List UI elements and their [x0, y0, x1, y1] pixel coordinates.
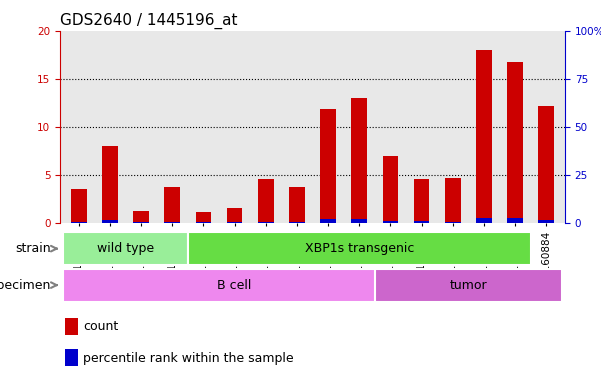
Bar: [65, 349, 78, 366]
Bar: [414, 221, 429, 223]
Bar: [102, 146, 118, 223]
Bar: [102, 220, 118, 223]
Bar: [445, 222, 460, 223]
Bar: [258, 179, 273, 223]
FancyBboxPatch shape: [188, 232, 531, 265]
Text: tumor: tumor: [450, 279, 487, 291]
Bar: [476, 50, 492, 223]
Text: specimen: specimen: [0, 279, 50, 291]
Text: count: count: [83, 320, 118, 333]
Text: XBP1s transgenic: XBP1s transgenic: [305, 242, 414, 255]
FancyBboxPatch shape: [375, 269, 562, 301]
Text: B cell: B cell: [218, 279, 252, 291]
Bar: [258, 222, 273, 223]
Text: strain: strain: [15, 242, 50, 255]
Bar: [196, 222, 211, 223]
Bar: [320, 109, 336, 223]
Bar: [65, 318, 78, 335]
Bar: [165, 222, 180, 223]
Bar: [71, 222, 87, 223]
Bar: [227, 208, 242, 223]
Text: GDS2640 / 1445196_at: GDS2640 / 1445196_at: [60, 13, 237, 29]
Bar: [507, 62, 523, 223]
Bar: [507, 218, 523, 223]
Bar: [165, 187, 180, 223]
Bar: [133, 211, 149, 223]
Bar: [227, 222, 242, 223]
FancyBboxPatch shape: [63, 269, 406, 301]
Bar: [352, 219, 367, 223]
Bar: [289, 222, 305, 223]
Bar: [414, 179, 429, 223]
Bar: [538, 106, 554, 223]
Bar: [383, 156, 398, 223]
FancyBboxPatch shape: [63, 232, 188, 265]
Bar: [476, 218, 492, 223]
Bar: [196, 212, 211, 223]
Bar: [320, 219, 336, 223]
Text: wild type: wild type: [97, 242, 154, 255]
Text: percentile rank within the sample: percentile rank within the sample: [83, 351, 293, 364]
Bar: [538, 220, 554, 223]
Bar: [352, 98, 367, 223]
Bar: [289, 187, 305, 223]
Bar: [71, 189, 87, 223]
Bar: [445, 177, 460, 223]
Bar: [133, 222, 149, 223]
Bar: [383, 221, 398, 223]
